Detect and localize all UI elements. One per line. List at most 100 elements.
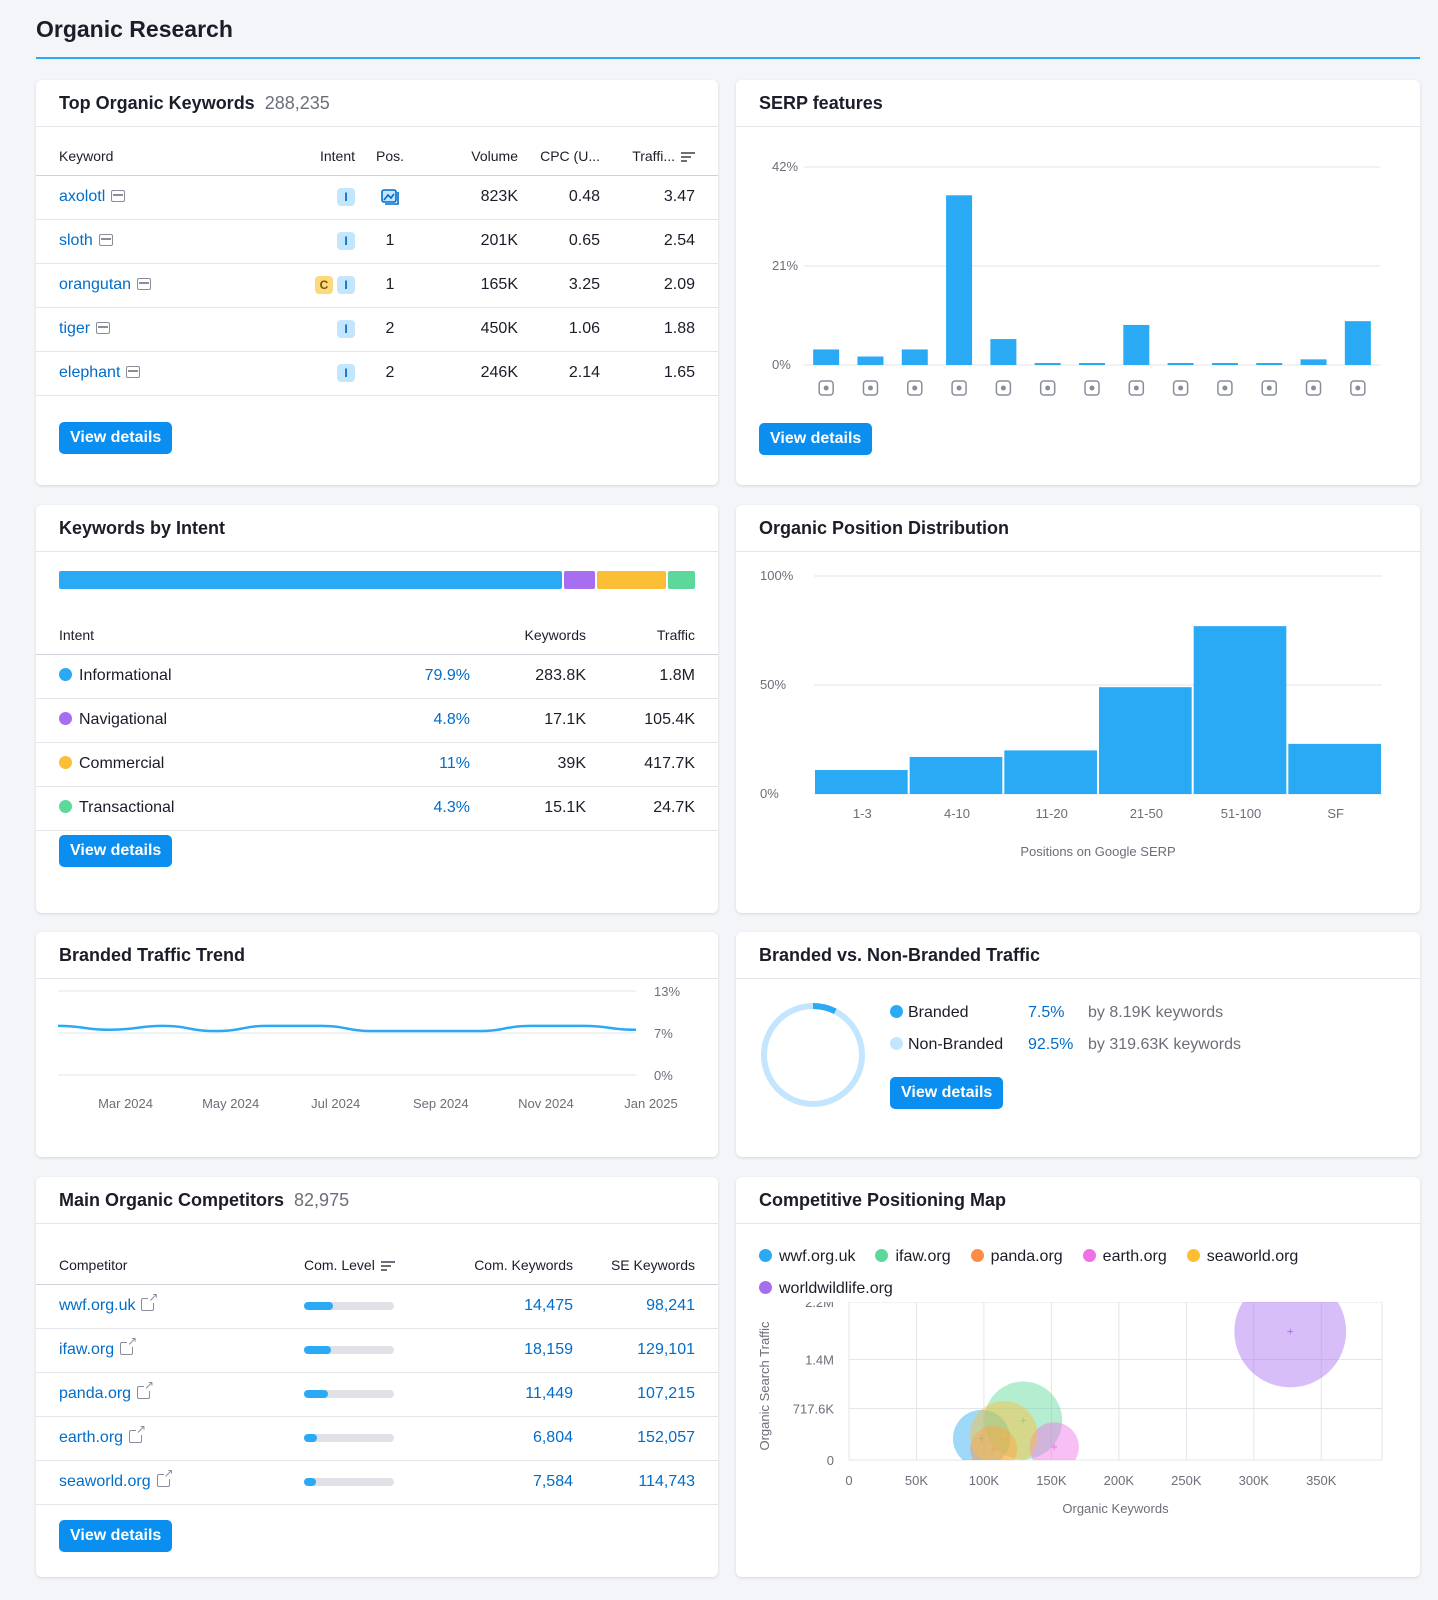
serp-bar[interactable] xyxy=(813,349,840,365)
competitor-bubble[interactable] xyxy=(970,1401,1038,1469)
com-keywords-cell[interactable]: 7,584 xyxy=(429,1460,573,1505)
serp-bar[interactable] xyxy=(857,356,884,365)
external-link-icon[interactable] xyxy=(141,1291,159,1311)
intent-share[interactable]: 4.3% xyxy=(350,786,470,831)
view-details-button[interactable]: View details xyxy=(759,423,873,455)
video-play-icon[interactable] xyxy=(1084,380,1100,396)
se-keywords-cell[interactable]: 98,241 xyxy=(573,1284,718,1329)
intent-share[interactable]: 11% xyxy=(350,742,470,787)
col-cpc[interactable]: CPC (U... xyxy=(518,131,600,176)
competitor-link[interactable]: wwf.org.uk xyxy=(59,1297,136,1314)
col-traffic[interactable]: Traffi... xyxy=(600,131,718,176)
list-icon[interactable] xyxy=(1350,380,1366,396)
col-volume[interactable]: Volume xyxy=(425,131,518,176)
competitor-bubble[interactable] xyxy=(984,1381,1063,1460)
view-details-button[interactable]: View details xyxy=(59,835,173,867)
legend-item[interactable]: panda.org xyxy=(970,1241,1063,1273)
serp-snapshot-icon[interactable] xyxy=(126,366,141,378)
serp-snapshot-icon[interactable] xyxy=(96,322,111,334)
serp-bar[interactable] xyxy=(1344,321,1371,365)
legend-item[interactable]: ifaw.org xyxy=(875,1241,951,1273)
legend-item[interactable]: wwf.org.uk xyxy=(759,1241,855,1273)
serp-bar[interactable] xyxy=(1211,363,1238,365)
sort-icon[interactable] xyxy=(681,151,695,162)
com-keywords-cell[interactable]: 6,804 xyxy=(429,1416,573,1461)
graduation-cap-icon[interactable] xyxy=(1217,380,1233,396)
competitor-bubble[interactable] xyxy=(1029,1422,1079,1471)
com-keywords-cell[interactable]: 11,449 xyxy=(429,1372,573,1417)
se-keywords-cell[interactable]: 114,743 xyxy=(573,1460,718,1505)
position-bar[interactable] xyxy=(1288,743,1381,794)
image-pack-icon[interactable] xyxy=(995,380,1012,396)
view-details-button[interactable]: View details xyxy=(59,1520,173,1552)
document-icon[interactable] xyxy=(1261,380,1277,396)
position-bar[interactable] xyxy=(909,756,1003,794)
keyword-link[interactable]: elephant xyxy=(59,364,121,381)
position-bar[interactable] xyxy=(815,770,908,794)
se-keywords-cell[interactable]: 107,215 xyxy=(573,1372,718,1417)
col-se-keywords[interactable]: SE Keywords xyxy=(573,1240,718,1285)
keyword-link[interactable]: sloth xyxy=(59,232,93,249)
legend-item[interactable]: seaworld.org xyxy=(1186,1241,1298,1273)
competitor-bubble[interactable] xyxy=(1234,1302,1347,1388)
view-details-button[interactable]: View details xyxy=(59,422,173,454)
competitor-link[interactable]: ifaw.org xyxy=(59,1341,115,1358)
view-details-button[interactable]: View details xyxy=(890,1077,1004,1109)
serp-snapshot-icon[interactable] xyxy=(98,234,113,246)
legend-item[interactable]: worldwildlife.org xyxy=(759,1273,893,1305)
image-icon[interactable] xyxy=(951,380,967,396)
com-keywords-cell[interactable]: 14,475 xyxy=(429,1284,573,1329)
link-icon[interactable] xyxy=(862,380,879,396)
branded-traffic-line[interactable] xyxy=(57,1024,637,1033)
tag-icon[interactable] xyxy=(1305,380,1322,396)
serp-bar[interactable] xyxy=(1034,363,1061,365)
serp-bar[interactable] xyxy=(901,349,928,365)
serp-bar[interactable] xyxy=(1079,363,1105,365)
serp-bar[interactable] xyxy=(1300,359,1327,365)
se-keywords-cell[interactable]: 129,101 xyxy=(573,1328,718,1373)
crown-icon[interactable] xyxy=(818,380,834,396)
com-keywords-cell[interactable]: 18,159 xyxy=(429,1328,573,1373)
se-keywords-cell[interactable]: 152,057 xyxy=(573,1416,718,1461)
location-pin-icon[interactable] xyxy=(1172,380,1189,396)
competitor-bubble[interactable] xyxy=(970,1425,1018,1473)
branded-slice[interactable] xyxy=(761,1003,865,1107)
competitor-link[interactable]: seaworld.org xyxy=(59,1473,151,1490)
legend-item[interactable]: earth.org xyxy=(1082,1241,1167,1273)
position-bar[interactable] xyxy=(1193,626,1287,794)
legend-dot xyxy=(759,1249,772,1262)
keyword-link[interactable]: orangutan xyxy=(59,276,132,293)
position-bar[interactable] xyxy=(1004,750,1097,794)
diamond-icon[interactable] xyxy=(907,380,923,396)
col-pos[interactable]: Pos. xyxy=(355,131,425,176)
comment-icon[interactable] xyxy=(1128,380,1145,396)
serp-bar[interactable] xyxy=(1123,324,1150,365)
external-link-icon[interactable] xyxy=(129,1423,147,1443)
col-level[interactable]: Com. Level xyxy=(304,1240,429,1285)
position-bar[interactable] xyxy=(1099,687,1192,794)
keyword-link[interactable]: axolotl xyxy=(59,188,106,205)
video-icon[interactable] xyxy=(1039,380,1056,396)
external-link-icon[interactable] xyxy=(137,1379,155,1399)
sort-icon[interactable] xyxy=(380,1260,395,1271)
external-link-icon[interactable] xyxy=(120,1335,138,1355)
serp-bar[interactable] xyxy=(1167,363,1194,365)
external-link-icon[interactable] xyxy=(156,1467,174,1487)
serp-bar[interactable] xyxy=(990,339,1017,365)
intent-share[interactable]: 79.9% xyxy=(350,654,470,699)
branded-pct[interactable]: 92.5% xyxy=(1028,1036,1074,1053)
serp-snapshot-icon[interactable] xyxy=(137,278,152,290)
competitor-link[interactable]: earth.org xyxy=(59,1429,124,1446)
serp-snapshot-icon[interactable] xyxy=(111,190,126,202)
nonbranded-slice[interactable] xyxy=(761,1003,865,1107)
col-com-keywords[interactable]: Com. Keywords xyxy=(429,1240,573,1285)
intent-share[interactable]: 4.8% xyxy=(350,698,470,743)
serp-bar[interactable] xyxy=(946,195,973,365)
competitor-link[interactable]: panda.org xyxy=(59,1385,132,1402)
col-intent[interactable]: Intent xyxy=(285,131,355,176)
keyword-link[interactable]: tiger xyxy=(59,320,91,337)
branded-pct[interactable]: 7.5% xyxy=(1028,1004,1065,1021)
serp-bar[interactable] xyxy=(1256,363,1283,365)
competitor-bubble[interactable] xyxy=(952,1409,1011,1467)
col-keyword[interactable]: Keyword xyxy=(36,131,285,176)
